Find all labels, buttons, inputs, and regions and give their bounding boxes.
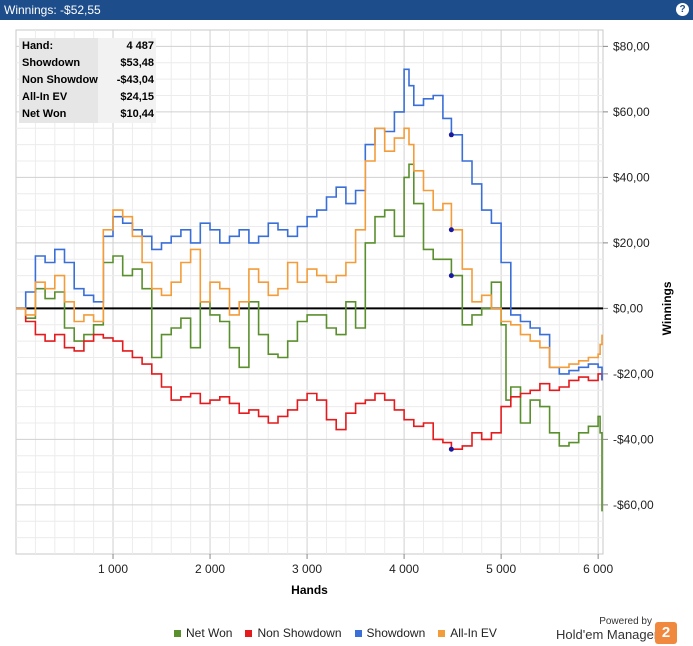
x-tick-label: 4 000 — [389, 562, 419, 576]
legend-item-net-won[interactable]: Net Won — [174, 626, 232, 640]
stats-row-showdown: Showdown $53,48 — [19, 55, 156, 72]
y-tick-label: -$40,00 — [613, 432, 654, 446]
stats-panel: Hand: 4 487 Showdown $53,48 Non Showdown… — [19, 38, 156, 123]
stats-value: 4 487 — [98, 38, 156, 55]
x-tick-label: 6 000 — [583, 562, 613, 576]
hover-marker — [448, 227, 454, 233]
stats-value: $53,48 — [98, 55, 156, 72]
legend-label: Showdown — [366, 626, 426, 640]
legend-swatch — [438, 629, 446, 637]
stats-value: $10,44 — [98, 106, 156, 123]
x-tick-label: 3 000 — [292, 562, 322, 576]
stats-row-hand: Hand: 4 487 — [19, 38, 156, 55]
powered-by-label: Powered by — [599, 616, 652, 627]
series-line-non-showdown — [16, 307, 603, 450]
stats-row-net-won: Net Won $10,44 — [19, 106, 156, 123]
stats-label: Hand: — [19, 38, 98, 55]
hover-marker — [448, 273, 454, 279]
y-tick-label: $80,00 — [613, 39, 650, 53]
product-name: Hold'em Manager — [556, 627, 659, 642]
hm-logo-icon: 2 — [655, 622, 677, 644]
legend-swatch — [245, 629, 253, 637]
x-tick-label: 5 000 — [486, 562, 516, 576]
y-axis-label: Winnings — [660, 281, 674, 335]
y-tick-label: $60,00 — [613, 105, 650, 119]
series-line-showdown — [16, 68, 603, 381]
legend-item-showdown[interactable]: Showdown — [354, 626, 426, 640]
title-bar: Winnings: -$52,55 ? — [0, 0, 693, 20]
stats-value: -$43,04 — [98, 72, 156, 89]
window-title: Winnings: -$52,55 — [4, 3, 101, 17]
y-tick-label: $40,00 — [613, 170, 650, 184]
legend-item-non-showdown[interactable]: Non Showdown — [245, 626, 342, 640]
stats-row-non-showdown: Non Showdown -$43,04 — [19, 72, 156, 89]
x-tick-label: 2 000 — [195, 562, 225, 576]
x-tick-label: 1 000 — [98, 562, 128, 576]
help-icon[interactable]: ? — [676, 3, 689, 16]
legend-label: All-In EV — [450, 626, 497, 640]
stats-label: All-In EV — [19, 89, 98, 106]
stats-label: Non Showdown — [19, 72, 98, 89]
chart-legend: Net Won Non Showdown Showdown All-In EV — [174, 626, 497, 640]
hover-marker — [448, 446, 454, 452]
legend-label: Non Showdown — [257, 626, 342, 640]
legend-swatch — [174, 629, 181, 637]
stats-label: Showdown — [19, 55, 98, 72]
hover-marker — [448, 132, 454, 138]
y-tick-label: $20,00 — [613, 236, 650, 250]
legend-item-allin-ev[interactable]: All-In EV — [438, 626, 497, 640]
stats-row-allin-ev: All-In EV $24,15 — [19, 89, 156, 106]
stats-label: Net Won — [19, 106, 98, 123]
legend-label: Net Won — [186, 626, 233, 640]
series-line-net-won — [16, 163, 603, 512]
y-tick-label: -$20,00 — [613, 367, 654, 381]
y-tick-label: -$60,00 — [613, 498, 654, 512]
x-axis-label: Hands — [291, 583, 328, 597]
series-line-all-in-ev — [16, 127, 603, 369]
stats-value: $24,15 — [98, 89, 156, 106]
y-tick-label: $0,00 — [613, 301, 643, 315]
legend-swatch — [354, 629, 362, 637]
